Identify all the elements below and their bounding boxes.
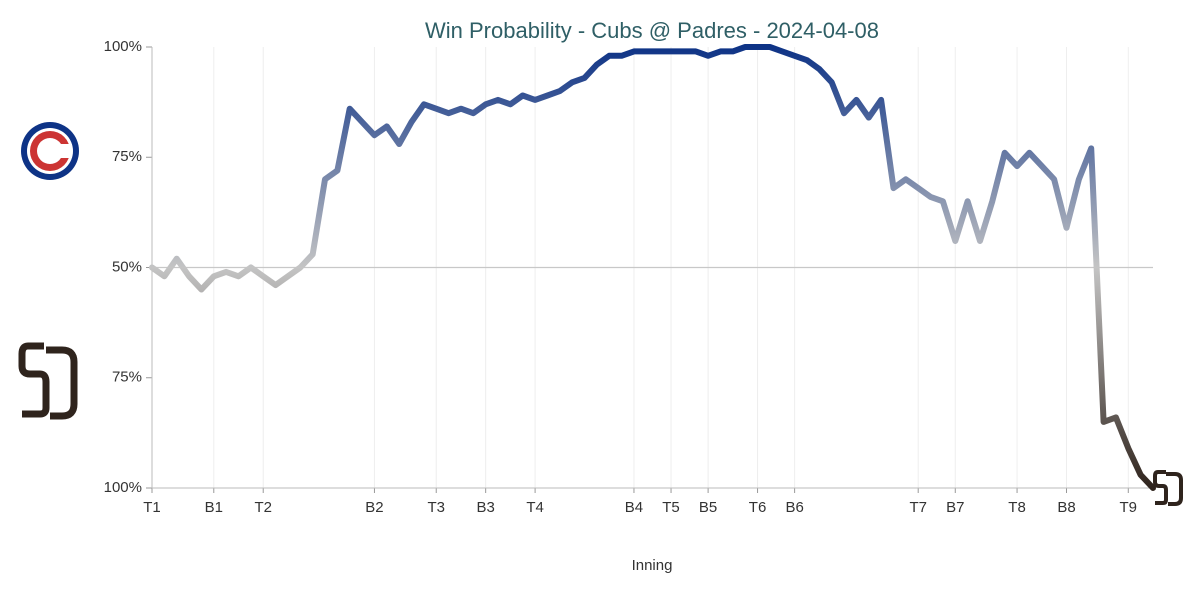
y-tick-label: 100%	[104, 479, 142, 496]
x-tick-label: T4	[526, 499, 544, 516]
x-tick-label: T5	[662, 499, 680, 516]
x-axis-label: Inning	[632, 557, 673, 574]
y-tick-label: 50%	[112, 258, 142, 275]
y-tick-label: 100%	[104, 38, 142, 55]
x-tick-label: T6	[749, 499, 767, 516]
y-tick-label: 75%	[112, 369, 142, 386]
x-tick-label: B7	[946, 499, 964, 516]
x-tick-label: B2	[365, 499, 383, 516]
x-tick-label: B6	[785, 499, 803, 516]
x-tick-label: T9	[1120, 499, 1138, 516]
cubs-logo	[21, 122, 79, 180]
win-prob-line	[149, 44, 1156, 491]
x-tick-label: B3	[476, 499, 494, 516]
x-tick-label: B4	[625, 499, 643, 516]
chart-title: Win Probability - Cubs @ Padres - 2024-0…	[425, 18, 879, 43]
x-tick-label: B1	[205, 499, 223, 516]
padres-end-logo	[1153, 470, 1183, 506]
x-tick-label: T3	[427, 499, 445, 516]
x-tick-label: T7	[909, 499, 927, 516]
y-tick-label: 75%	[112, 148, 142, 165]
x-tick-label: B8	[1057, 499, 1075, 516]
x-tick-label: B5	[699, 499, 717, 516]
x-tick-label: T8	[1008, 499, 1026, 516]
x-tick-label: T2	[254, 499, 272, 516]
padres-logo	[18, 342, 78, 420]
x-tick-label: T1	[143, 499, 161, 516]
